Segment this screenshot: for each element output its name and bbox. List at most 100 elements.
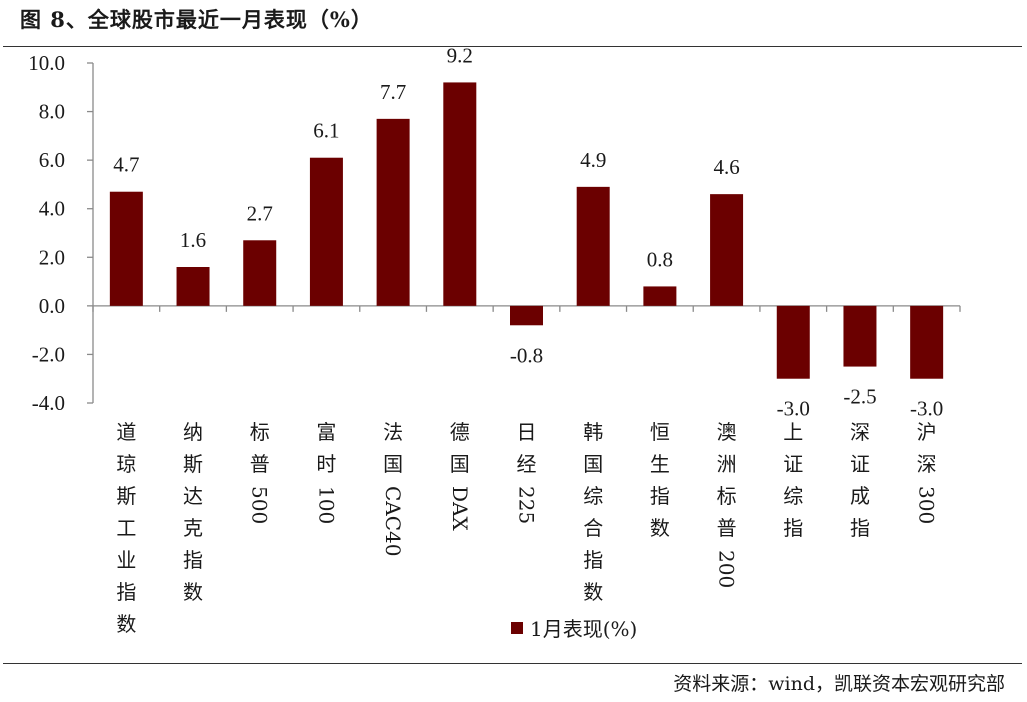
svg-text:指: 指: [850, 516, 870, 540]
data-label: 7.7: [380, 80, 406, 104]
bar: [376, 118, 410, 306]
y-tick-label: 8.0: [39, 100, 65, 124]
bars: [109, 82, 944, 379]
source-note: 资料来源：wind，凯联资本宏观研究部: [673, 673, 1005, 695]
svg-text:300: 300: [915, 486, 939, 524]
svg-text:上: 上: [783, 420, 803, 444]
bar: [910, 305, 944, 379]
svg-text:CAC40: CAC40: [381, 486, 405, 557]
bar: [643, 286, 677, 306]
svg-text:深: 深: [917, 452, 937, 476]
data-label: 4.7: [113, 153, 139, 177]
svg-text:富: 富: [316, 420, 336, 444]
legend-label: 1月表现(%): [530, 617, 637, 641]
svg-text:数: 数: [583, 580, 603, 604]
svg-text:数: 数: [183, 580, 203, 604]
svg-text:成: 成: [850, 484, 870, 508]
svg-text:综: 综: [583, 484, 603, 508]
chart-title: 图 8、全球股市最近一月表现（%）: [20, 7, 373, 32]
bar: [843, 305, 877, 367]
svg-text:时: 时: [316, 452, 336, 476]
svg-text:指: 指: [183, 548, 203, 572]
axes: 10.0 8.0 6.0 4.0 2.0 0.0 -2.0 -4.0: [28, 51, 961, 415]
bar: [109, 191, 143, 306]
bar: [176, 267, 210, 306]
svg-text:经: 经: [517, 452, 537, 476]
category-label: 德国 DAX: [448, 420, 472, 531]
svg-text:225: 225: [515, 486, 539, 524]
y-tick-label: 6.0: [39, 148, 65, 172]
bar: [243, 240, 277, 306]
data-label: -3.0: [910, 397, 943, 421]
data-label: -3.0: [777, 397, 810, 421]
bar: [443, 82, 477, 306]
svg-text:指: 指: [650, 484, 670, 508]
data-label: -2.5: [843, 385, 876, 409]
y-tick-label: 4.0: [39, 197, 65, 221]
svg-text:洲: 洲: [717, 452, 737, 476]
svg-text:琼: 琼: [116, 452, 136, 476]
data-label: 4.9: [580, 148, 606, 172]
svg-text:纳: 纳: [183, 420, 203, 444]
data-label: 4.6: [713, 155, 739, 179]
data-label: 6.1: [313, 119, 339, 143]
category-label: 富时 100: [314, 420, 338, 524]
legend: 1月表现(%): [511, 617, 637, 641]
data-label: 1.6: [180, 228, 206, 252]
y-tick-label: 10.0: [28, 51, 65, 75]
svg-text:国: 国: [450, 452, 470, 476]
svg-text:普: 普: [717, 516, 737, 540]
svg-text:法: 法: [383, 420, 403, 444]
y-tick-label: 2.0: [39, 245, 65, 269]
svg-text:韩: 韩: [583, 420, 603, 444]
svg-text:恒: 恒: [650, 420, 670, 444]
svg-text:德: 德: [450, 420, 470, 444]
legend-swatch: [511, 622, 523, 634]
y-tick-label: -2.0: [32, 342, 65, 366]
svg-text:澳: 澳: [717, 420, 737, 444]
svg-text:标: 标: [717, 484, 737, 508]
data-labels: 4.7 1.6 2.7 6.1 7.7 9.2 -0.8 4.9 0.8 4.6 -3.0 -2.5 -…: [113, 43, 943, 420]
top-rule: [3, 46, 1022, 47]
svg-text:100: 100: [314, 486, 338, 524]
bar: [510, 305, 543, 326]
y-tick-label: 0.0: [39, 294, 65, 318]
category-label: 日经 225: [515, 420, 539, 524]
svg-text:沪: 沪: [917, 420, 937, 444]
svg-text:国: 国: [583, 452, 603, 476]
bar: [576, 186, 610, 306]
svg-text:普: 普: [250, 452, 270, 476]
svg-text:道: 道: [116, 420, 136, 444]
svg-text:500: 500: [248, 486, 272, 524]
data-label: 9.2: [447, 43, 473, 67]
svg-text:证: 证: [783, 452, 803, 476]
svg-text:工: 工: [116, 516, 136, 540]
svg-text:达: 达: [183, 484, 203, 508]
category-label: 标普 500: [248, 420, 272, 524]
svg-text:200: 200: [715, 550, 739, 588]
svg-text:指: 指: [783, 516, 803, 540]
svg-text:标: 标: [250, 420, 270, 444]
svg-text:业: 业: [116, 548, 136, 572]
data-label: -0.8: [510, 343, 543, 367]
category-label: 法国 CAC40: [381, 420, 405, 557]
svg-text:数: 数: [650, 516, 670, 540]
data-label: 2.7: [247, 201, 273, 225]
bottom-rule: [3, 663, 1022, 664]
bar: [776, 305, 810, 379]
svg-text:斯: 斯: [183, 452, 203, 476]
svg-text:日: 日: [517, 420, 537, 444]
svg-text:证: 证: [850, 452, 870, 476]
category-labels: 道琼斯工业指数纳斯达克指数标普500富时100法国CAC40德国DAX日经225…: [116, 420, 938, 636]
bar: [710, 194, 744, 306]
svg-text:克: 克: [183, 516, 203, 540]
svg-text:DAX: DAX: [448, 486, 472, 531]
svg-text:指: 指: [583, 548, 603, 572]
